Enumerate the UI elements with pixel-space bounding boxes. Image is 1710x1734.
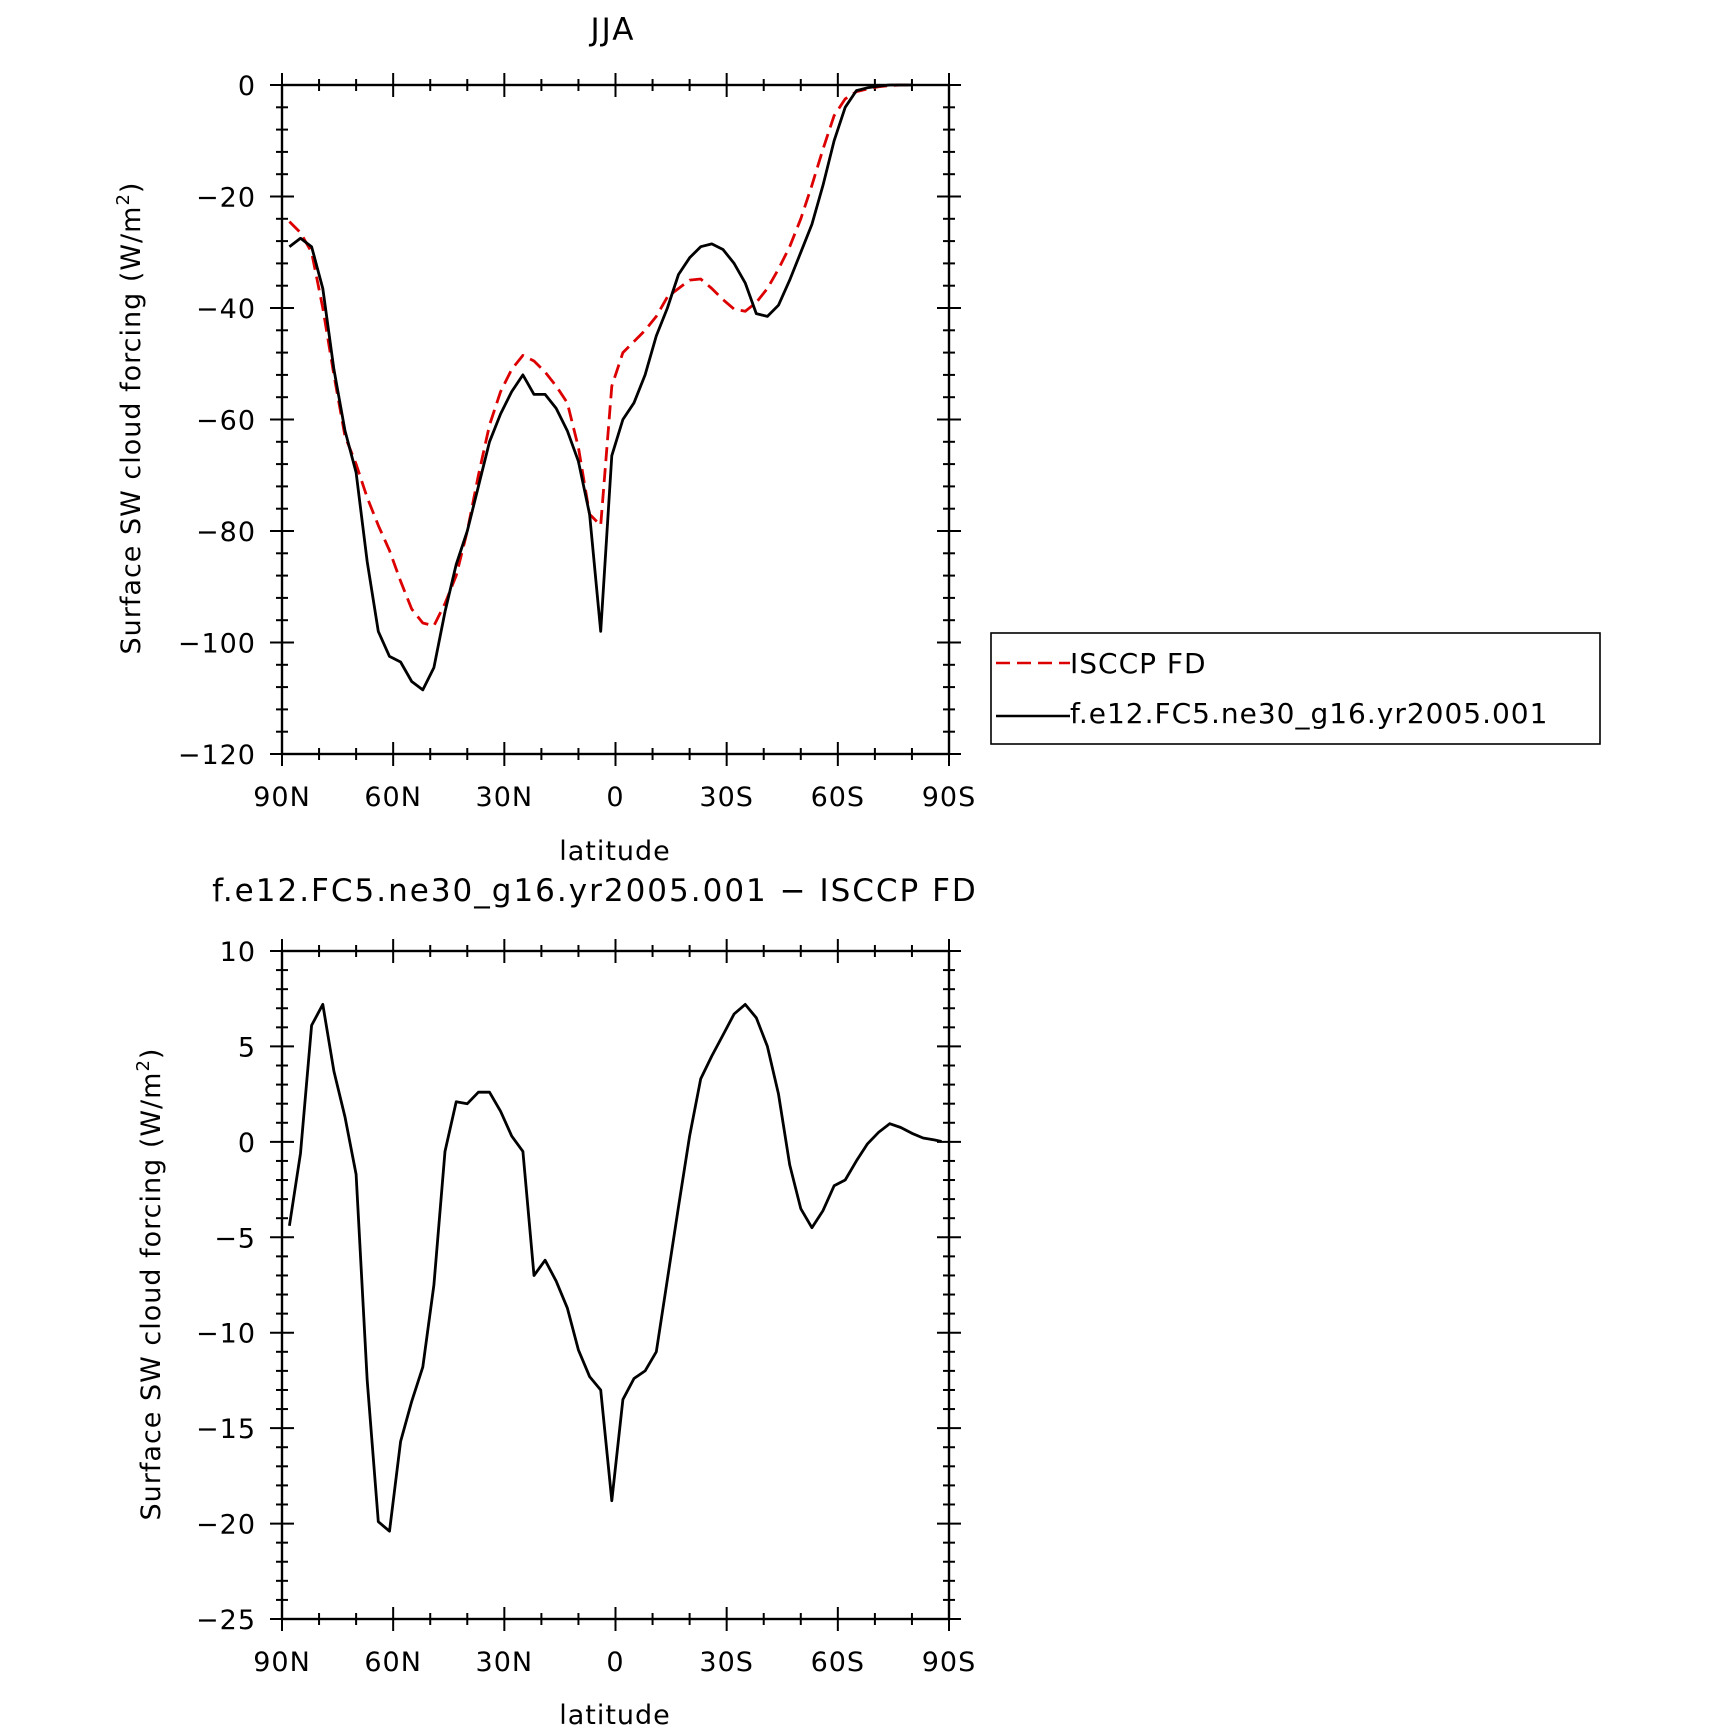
y-tick-label: 0 [238, 1128, 256, 1159]
bottom-chart-title: f.e12.FC5.ne30_g16.yr2005.001 − ISCCP FD [212, 873, 978, 909]
bottom-chart-x-ticks [281, 939, 950, 1631]
y-tick-label: 5 [238, 1032, 256, 1063]
x-tick-label: 60N [364, 782, 422, 813]
y-tick-label: 0 [238, 71, 256, 102]
y-tick-label: −80 [196, 517, 256, 548]
bottom-chart-series-lines [288, 1003, 942, 1533]
x-tick-label: 30N [476, 1647, 534, 1678]
top-chart-title: JJA [589, 12, 636, 48]
y-tick-label: −20 [196, 1510, 256, 1541]
top-chart-y-tick-labels: 0 −20 −40 −60 −80 −100 −120 [178, 71, 256, 771]
top-chart-y-axis-title-close: ) [116, 182, 147, 194]
top-chart-legend: ISCCP FD f.e12.FC5.ne30_g16.yr2005.001 [990, 632, 1601, 745]
legend-label-isccp: ISCCP FD [1070, 647, 1207, 680]
x-tick-label: 0 [606, 782, 624, 813]
y-tick-label: 10 [220, 937, 256, 968]
x-tick-label: 60N [364, 1647, 422, 1678]
x-tick-label: 60S [811, 782, 866, 813]
bottom-chart-x-axis-title: latitude [559, 1700, 671, 1731]
top-chart-plot-frame [280, 83, 951, 756]
y-tick-label: −100 [178, 629, 256, 660]
top-chart-x-axis-title: latitude [559, 836, 671, 867]
y-tick-label: −20 [196, 183, 256, 214]
top-chart-series-line-1 [288, 83, 912, 692]
bottom-chart-y-axis-title-text: Surface SW cloud forcing (W/m [136, 1072, 167, 1521]
bottom-chart-plot-frame [280, 949, 951, 1621]
x-tick-label: 30S [699, 1647, 754, 1678]
x-tick-label: 30S [699, 782, 754, 813]
y-tick-label: −60 [196, 406, 256, 437]
x-tick-label: 90N [253, 1647, 311, 1678]
x-tick-label: 0 [606, 1647, 624, 1678]
top-chart-y-axis-title: Surface SW cloud forcing (W/m2) [113, 182, 147, 655]
bottom-chart: f.e12.FC5.ne30_g16.yr2005.001 − ISCCP FD… [133, 873, 978, 1731]
bottom-chart-y-axis-title-superscript: 2 [133, 1059, 154, 1071]
x-tick-label: 30N [476, 782, 534, 813]
top-chart: JJA 0 −20 −40 −60 −80 −100 −120 90N 60N 30N 0 30S 6… [113, 12, 1601, 867]
x-tick-label: 60S [811, 1647, 866, 1678]
legend-label-model: f.e12.FC5.ne30_g16.yr2005.001 [1070, 697, 1548, 730]
top-chart-y-ticks [270, 84, 961, 755]
top-chart-series-line-0 [288, 83, 912, 628]
top-chart-y-axis-title-text: Surface SW cloud forcing (W/m [116, 206, 147, 655]
bottom-chart-y-axis-title: Surface SW cloud forcing (W/m2) [133, 1048, 167, 1521]
y-tick-label: −5 [214, 1223, 256, 1254]
bottom-chart-y-axis-title-close: ) [136, 1048, 167, 1060]
y-tick-label: −25 [196, 1605, 256, 1636]
top-chart-y-axis-title-superscript: 2 [113, 193, 134, 205]
y-tick-label: −10 [196, 1319, 256, 1350]
top-chart-series-lines [288, 83, 912, 692]
x-tick-label: 90N [253, 782, 311, 813]
bottom-chart-x-tick-labels: 90N 60N 30N 0 30S 60S 90S [253, 1647, 977, 1678]
top-chart-x-tick-labels: 90N 60N 30N 0 30S 60S 90S [253, 782, 977, 813]
x-tick-label: 90S [922, 782, 977, 813]
bottom-chart-y-tick-labels: 10 5 0 −5 −10 −15 −20 −25 [196, 937, 256, 1636]
bottom-chart-series-line-0 [288, 1003, 942, 1533]
y-tick-label: −120 [178, 740, 256, 771]
top-chart-x-ticks [281, 73, 950, 766]
y-tick-label: −15 [196, 1414, 256, 1445]
x-tick-label: 90S [922, 1647, 977, 1678]
legend-box [990, 632, 1601, 745]
bottom-chart-y-ticks [270, 950, 961, 1620]
y-tick-label: −40 [196, 294, 256, 325]
